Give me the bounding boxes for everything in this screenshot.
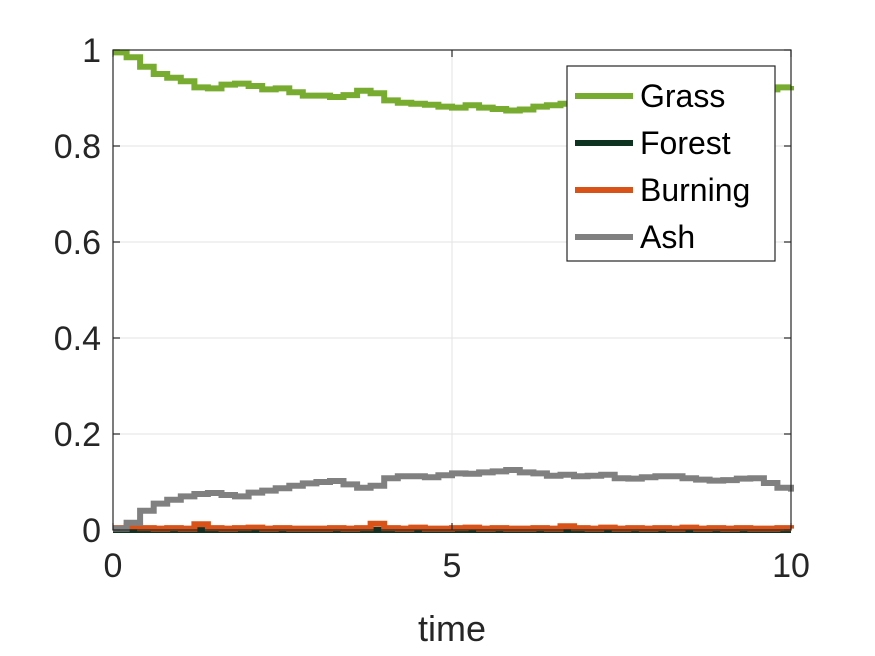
x-tick-label: 10 — [772, 547, 810, 585]
legend-label-burning: Burning — [640, 172, 750, 208]
axis-ticks: 0 5 10 0 0.2 0.4 0.6 0.8 1 — [54, 32, 810, 585]
x-axis-label: time — [418, 608, 486, 649]
y-tick-label: 0 — [82, 512, 101, 550]
y-tick-label: 0.6 — [54, 224, 101, 262]
x-tick-label: 0 — [104, 547, 123, 585]
y-tick-label: 1 — [82, 32, 101, 70]
legend-label-ash: Ash — [640, 219, 695, 255]
y-tick-label: 0.8 — [54, 128, 101, 166]
legend-label-grass: Grass — [640, 78, 725, 114]
y-tick-label: 0.2 — [54, 416, 101, 454]
series-line-ash — [113, 467, 794, 532]
series-line-burning — [113, 520, 794, 532]
legend-label-forest: Forest — [640, 125, 731, 161]
legend: Grass Forest Burning Ash — [566, 65, 776, 262]
x-tick-label: 5 — [443, 547, 462, 585]
y-tick-label: 0.4 — [54, 320, 101, 358]
